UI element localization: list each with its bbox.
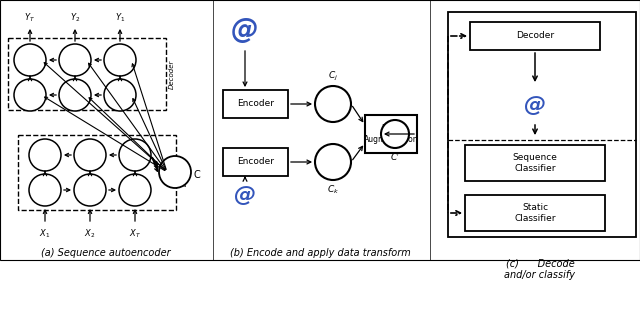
Text: Decoder: Decoder — [516, 32, 554, 41]
Circle shape — [29, 139, 61, 171]
Circle shape — [74, 139, 106, 171]
Text: $C_k$: $C_k$ — [327, 183, 339, 196]
Circle shape — [159, 156, 191, 188]
Circle shape — [59, 44, 91, 76]
Text: $Y_T$: $Y_T$ — [24, 11, 36, 24]
Text: C: C — [193, 170, 200, 180]
Circle shape — [381, 120, 409, 148]
Text: @: @ — [524, 95, 546, 115]
Bar — [18, 135, 176, 210]
Bar — [465, 195, 605, 231]
Text: Sequence
Classifier: Sequence Classifier — [513, 153, 557, 173]
Bar — [365, 115, 417, 153]
Text: Encoder: Encoder — [182, 158, 188, 186]
Bar — [223, 90, 288, 118]
Circle shape — [14, 79, 46, 111]
Bar — [448, 12, 636, 237]
Bar — [0, 0, 640, 260]
Text: Encoder: Encoder — [237, 157, 274, 166]
Bar — [8, 38, 166, 110]
Text: Decoder: Decoder — [169, 59, 175, 89]
Bar — [223, 148, 288, 176]
Text: Static
Classifier: Static Classifier — [515, 203, 556, 223]
Text: $X_T$: $X_T$ — [129, 228, 141, 241]
Text: (a) Sequence autoencoder: (a) Sequence autoencoder — [41, 248, 171, 258]
Text: (b) Encode and apply data transform: (b) Encode and apply data transform — [230, 248, 410, 258]
Circle shape — [74, 174, 106, 206]
Circle shape — [315, 86, 351, 122]
Text: Data
Augmentation: Data Augmentation — [364, 124, 419, 144]
Circle shape — [119, 174, 151, 206]
Text: @: @ — [231, 16, 259, 44]
Text: $X_1$: $X_1$ — [40, 228, 51, 241]
Bar — [470, 22, 600, 50]
Circle shape — [104, 79, 136, 111]
Text: $Y_2$: $Y_2$ — [70, 11, 80, 24]
Text: @: @ — [234, 185, 256, 205]
Text: $C_j$: $C_j$ — [328, 70, 338, 83]
Bar — [465, 145, 605, 181]
Text: $X_2$: $X_2$ — [84, 228, 95, 241]
Circle shape — [119, 139, 151, 171]
Text: $Y_1$: $Y_1$ — [115, 11, 125, 24]
Circle shape — [59, 79, 91, 111]
Text: Encoder: Encoder — [237, 100, 274, 108]
Circle shape — [29, 174, 61, 206]
Circle shape — [104, 44, 136, 76]
Text: $C'$: $C'$ — [390, 151, 400, 162]
Text: (c)      Decode
and/or classify: (c) Decode and/or classify — [504, 258, 575, 280]
Circle shape — [14, 44, 46, 76]
Circle shape — [315, 144, 351, 180]
